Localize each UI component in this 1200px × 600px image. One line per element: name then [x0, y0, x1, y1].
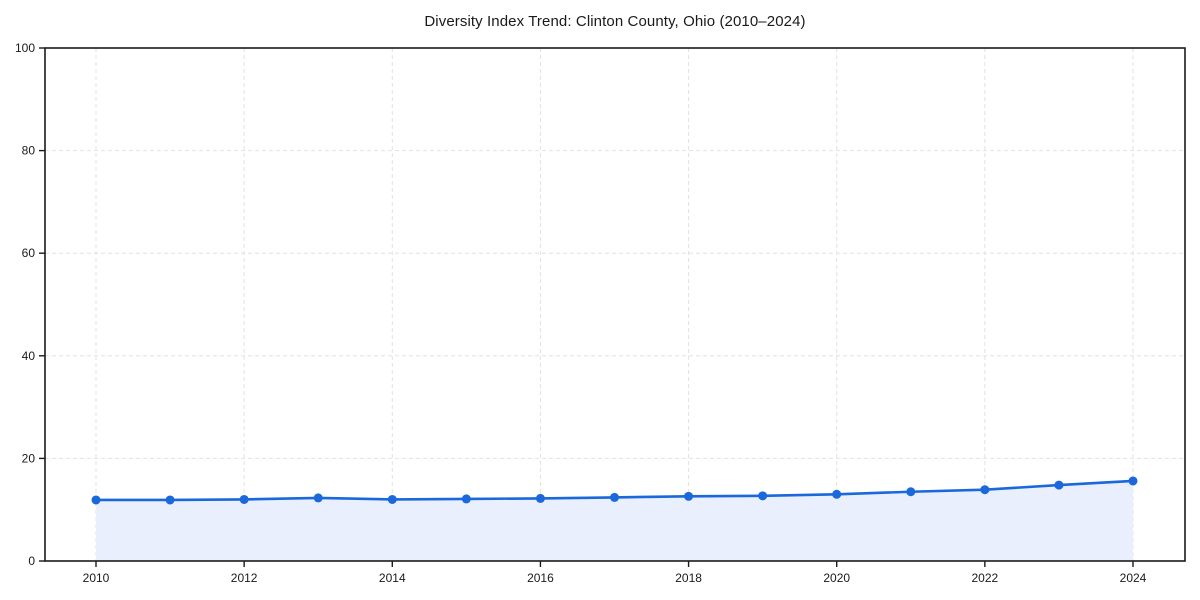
y-tick-label: 0 [28, 554, 35, 568]
x-tick-label: 2022 [972, 571, 999, 585]
data-point-marker [980, 485, 990, 495]
data-point-marker [239, 494, 249, 504]
x-tick-label: 2016 [527, 571, 554, 585]
trend-area [96, 480, 1133, 561]
data-point-marker [684, 491, 694, 501]
data-point-marker [832, 489, 842, 499]
data-point-marker [1128, 476, 1138, 486]
data-point-marker [535, 493, 545, 503]
x-tick-label: 2012 [231, 571, 258, 585]
x-tick-label: 2018 [675, 571, 702, 585]
x-tick-label: 2010 [83, 571, 110, 585]
data-point-marker [91, 495, 101, 505]
data-point-marker [610, 492, 619, 502]
data-point-marker [313, 493, 323, 503]
data-point-marker [461, 494, 471, 504]
x-tick-label: 2024 [1120, 571, 1147, 585]
y-tick-label: 20 [22, 451, 36, 465]
data-point-marker [165, 495, 175, 505]
data-point-marker [758, 491, 768, 501]
x-tick-label: 2014 [379, 571, 406, 585]
y-tick-label: 100 [15, 41, 35, 55]
data-point-marker [906, 487, 916, 497]
plot-frame [44, 47, 1186, 562]
y-tick-label: 80 [22, 144, 36, 158]
y-tick-label: 40 [22, 349, 36, 363]
data-point-marker [1054, 480, 1064, 490]
chart-title: Diversity Index Trend: Clinton County, O… [424, 13, 806, 30]
y-tick-label: 60 [22, 246, 36, 260]
x-tick-label: 2020 [823, 571, 850, 585]
data-point-marker [387, 494, 397, 504]
